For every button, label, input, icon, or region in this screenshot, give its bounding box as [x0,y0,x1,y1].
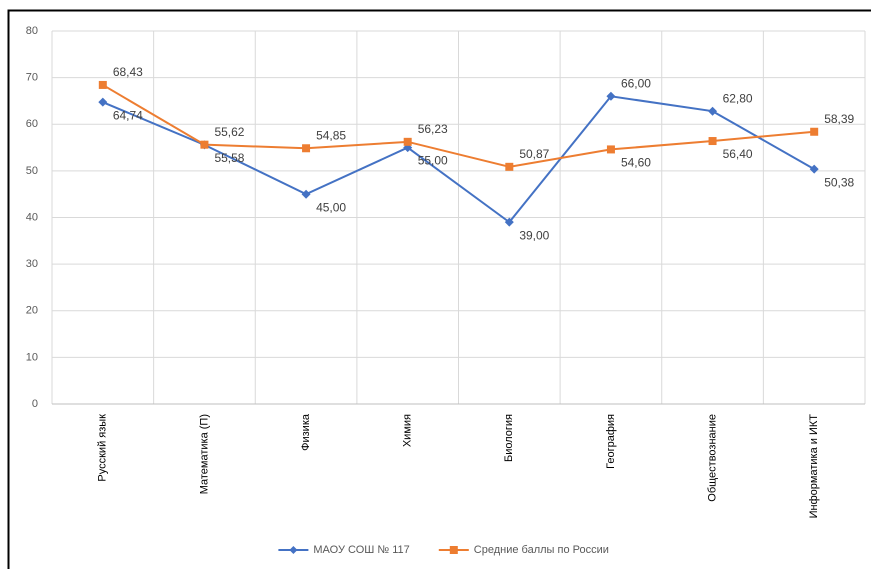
marker [810,127,819,136]
legend-marker [289,546,298,554]
legend-label: Средние баллы по России [474,544,609,556]
x-tick-label: География [605,414,617,469]
marker [809,164,819,174]
marker [98,80,107,89]
data-label: 45,00 [316,200,346,214]
x-tick-label: Обществознание [706,414,718,502]
y-tick-label: 70 [26,72,38,84]
x-tick-label: Биология [503,414,515,462]
data-label: 66,00 [621,76,651,90]
marker [98,97,108,107]
legend-label: МАОУ СОШ № 117 [313,544,409,556]
data-label: 55,62 [214,125,244,139]
data-label: 62,80 [723,91,753,105]
data-label: 55,00 [418,154,448,168]
series-line [102,95,815,224]
y-tick-label: 60 [26,118,38,130]
data-label: 50,87 [519,147,549,161]
grid [51,30,866,405]
data-label: 54,85 [316,128,346,142]
marker [708,106,718,116]
y-tick-label: 50 [26,165,38,177]
x-tick-label: Химия [402,414,414,447]
x-tick-label: Информатика и ИКТ [808,414,820,519]
marker [403,137,412,146]
marker [302,144,311,153]
y-tick-label: 20 [26,305,38,317]
marks: 64,74 55,58 45,00 55,00 39,00 66,00 62,80 50,38… [98,65,855,242]
data-label: 55,58 [214,151,244,165]
marker [505,162,514,171]
y-tick-label: 80 [26,25,38,37]
series-line [102,84,815,168]
y-tick-label: 40 [26,211,38,223]
marker [708,137,717,146]
data-label: 64,74 [113,108,143,122]
data-label: 50,38 [824,175,854,189]
data-label: 54,60 [621,156,651,170]
x-tick-label: Физика [300,413,312,451]
chart-border [7,9,871,569]
y-tick-label: 30 [26,258,38,270]
marker [301,189,311,199]
marker [606,91,616,101]
data-label: 56,23 [418,122,448,136]
marker [200,140,209,149]
x-tick-label: Русский язык [97,414,109,482]
y-tick-label: 0 [32,398,38,410]
x-tick-label: Математика (П) [198,414,210,494]
data-label: 56,40 [723,147,753,161]
data-label: 58,39 [824,112,854,126]
y-tick-label: 10 [26,351,38,363]
legend-marker [449,546,458,554]
marker [606,145,615,154]
data-label: 39,00 [519,228,549,242]
marker [504,217,514,227]
data-label: 68,43 [113,65,143,79]
